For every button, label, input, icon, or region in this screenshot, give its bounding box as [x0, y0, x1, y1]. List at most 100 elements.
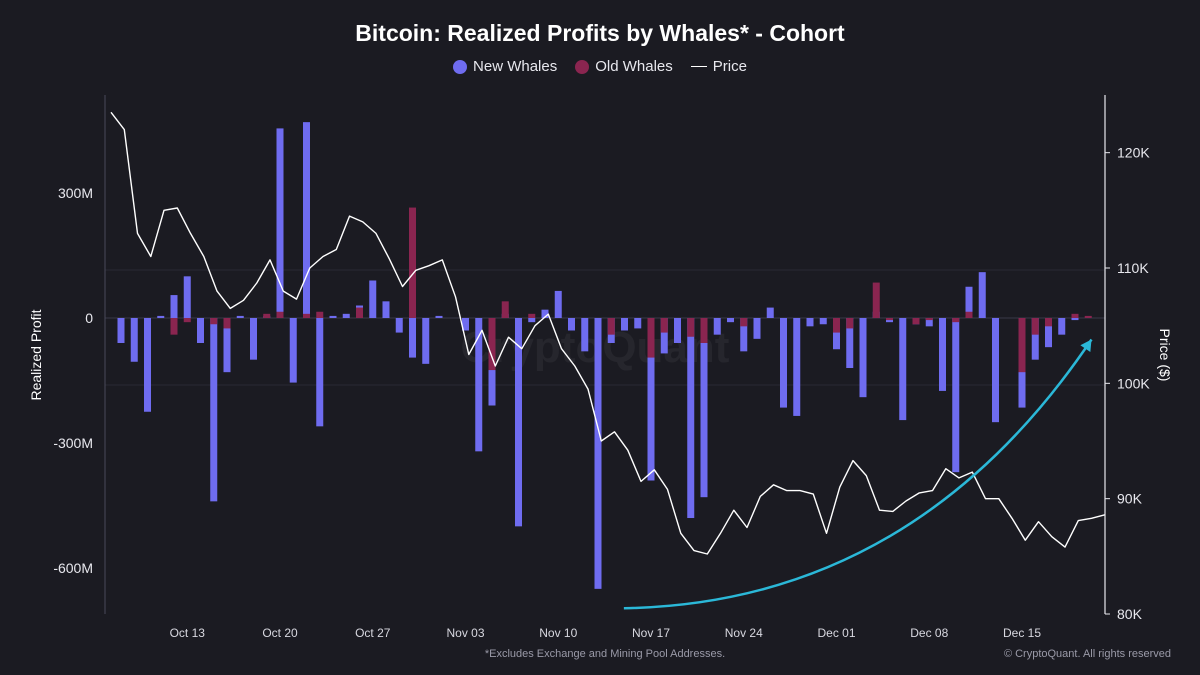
bar-old-whales [1018, 318, 1026, 373]
bar-new-whales [515, 318, 522, 527]
bar-old-whales [501, 301, 509, 318]
bar-old-whales [488, 318, 496, 371]
y2-tick-label: 90K [1117, 491, 1143, 507]
bar-new-whales [475, 318, 483, 452]
legend-old-whales-dot-icon [575, 59, 590, 74]
x-tick-labels: Oct 13 Oct 20 Oct 27 Nov 03 Nov 10 Nov 17 Nov … [170, 626, 1042, 640]
bar-new-whales [753, 318, 761, 339]
bar-old-whales [846, 318, 854, 329]
bar-new-whales [727, 318, 734, 323]
bar-old-whales [528, 313, 536, 318]
bar-old-whales [912, 318, 920, 325]
trend-arrow [623, 338, 1093, 610]
bar-new-whales [289, 318, 297, 383]
bar-new-whales [634, 318, 642, 329]
y2-tick-label: 100K [1117, 375, 1150, 391]
bar-new-whales [276, 128, 284, 318]
bar-new-whales [316, 318, 324, 427]
y-axis-label: Realized Profit [28, 309, 44, 400]
bar-new-whales [157, 315, 165, 318]
y-tick-label: -300M [53, 435, 93, 451]
bar-new-whales [369, 280, 377, 318]
bar-old-whales [409, 207, 416, 318]
bar-new-whales [780, 318, 787, 408]
bar-old-whales [356, 307, 363, 318]
bar-old-whales [1031, 318, 1039, 335]
bar-old-whales [1045, 318, 1052, 327]
left-tick-labels: 300M 0 -300M -600M [53, 185, 93, 576]
legend-item-price[interactable]: Price [690, 58, 747, 75]
bar-new-whales [183, 276, 191, 318]
x-tick-label: Nov 10 [539, 626, 577, 640]
x-tick-label: Oct 27 [355, 626, 391, 640]
bar-old-whales [1084, 315, 1092, 318]
bar-old-whales [303, 313, 310, 318]
legend-old-whales-label: Old Whales [595, 58, 673, 75]
x-tick-label: Oct 13 [170, 626, 206, 640]
bar-old-whales [740, 318, 748, 327]
bar-new-whales [859, 318, 867, 398]
bar-new-whales [899, 318, 907, 421]
legend-price-line-icon [690, 66, 707, 67]
bar-new-whales [978, 272, 986, 318]
copyright: © CryptoQuant. All rights reserved [1003, 648, 1171, 660]
x-tick-label: Dec 08 [910, 626, 948, 640]
bar-new-whales [528, 318, 536, 323]
bar-new-whales [144, 318, 151, 412]
bar-old-whales [1071, 313, 1079, 318]
bar-new-whales [700, 318, 708, 498]
bars-group [117, 122, 1092, 589]
x-tick-label: Dec 01 [817, 626, 855, 640]
bar-new-whales [395, 318, 403, 333]
bar-new-whales [647, 318, 655, 481]
bar-new-whales [925, 318, 933, 327]
y2-axis-label: Price ($) [1157, 329, 1173, 382]
bar-old-whales [965, 311, 973, 318]
x-tick-label: Nov 03 [446, 626, 484, 640]
bar-new-whales [1071, 318, 1079, 321]
bar-new-whales [435, 315, 443, 318]
bar-new-whales [236, 315, 244, 318]
bar-new-whales [846, 318, 854, 369]
y-tick-label: 300M [58, 185, 93, 201]
bar-new-whales [130, 318, 138, 362]
bar-old-whales [170, 318, 178, 335]
bar-new-whales [952, 318, 960, 473]
bar-old-whales [872, 282, 880, 318]
bar-new-whales [992, 318, 999, 423]
bar-new-whales [1058, 318, 1066, 335]
bar-new-whales [541, 309, 549, 318]
bar-new-whales [766, 307, 774, 318]
bar-new-whales [568, 318, 575, 331]
legend-item-new-whales[interactable]: New Whales [453, 58, 557, 75]
bar-new-whales [117, 318, 125, 344]
trend-arrow-head-icon [1080, 339, 1092, 352]
chart-legend: New Whales Old Whales Price [0, 58, 1200, 75]
footnote: *Excludes Exchange and Mining Pool Addre… [484, 648, 726, 660]
bar-old-whales [647, 318, 655, 358]
y-tick-label: -600M [53, 560, 93, 576]
price-line [110, 111, 1105, 555]
bar-old-whales [687, 318, 695, 337]
chart-title: Bitcoin: Realized Profits by Whales* - C… [355, 20, 845, 46]
y2-tick-label: 80K [1117, 606, 1143, 622]
bar-new-whales [223, 318, 231, 373]
legend-new-whales-dot-icon [453, 59, 468, 74]
bar-new-whales [833, 318, 840, 350]
bar-new-whales [210, 318, 218, 502]
legend-item-old-whales[interactable]: Old Whales [575, 58, 673, 75]
bar-new-whales [713, 318, 721, 335]
bar-new-whales [939, 318, 946, 391]
bar-new-whales [793, 318, 801, 416]
bar-new-whales [621, 318, 628, 331]
bar-old-whales [316, 311, 324, 318]
bar-old-whales [700, 318, 708, 344]
bar-new-whales [594, 318, 602, 589]
bar-new-whales [581, 318, 589, 352]
bar-new-whales [965, 286, 973, 318]
bar-new-whales [1045, 318, 1052, 348]
bar-new-whales [806, 318, 814, 327]
bar-new-whales [554, 290, 562, 318]
bar-old-whales [210, 318, 218, 325]
